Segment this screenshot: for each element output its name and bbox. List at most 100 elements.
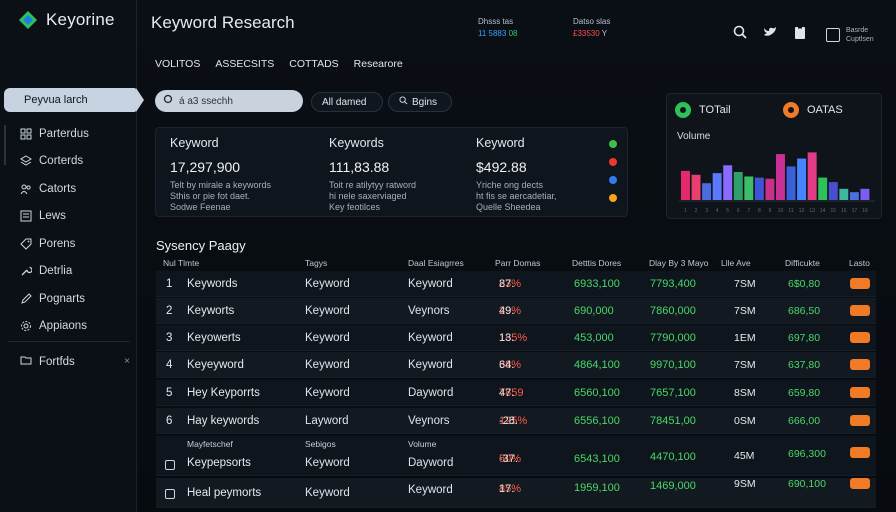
status-badge[interactable] — [850, 359, 870, 370]
chart-bar[interactable] — [818, 177, 828, 200]
metric-cost: Keyword $492.88 Yriche ong dects ht fis … — [476, 136, 557, 213]
metric-keyword: Keyword 17,297,900 Telt by mirale a keyw… — [170, 136, 271, 213]
col-header[interactable]: Lasto — [849, 258, 870, 268]
row-pct-change: 23% — [499, 278, 522, 290]
chart-bar[interactable] — [839, 188, 849, 200]
logo-icon — [18, 10, 38, 30]
col-header[interactable]: Tagys — [305, 258, 328, 268]
chart-bar[interactable] — [723, 165, 733, 200]
chart-bar[interactable] — [797, 158, 807, 200]
row-checkbox[interactable] — [165, 460, 175, 470]
col-header[interactable]: Detttis Dores — [572, 258, 622, 268]
sidebar-item-label: Appiaons — [39, 320, 87, 333]
legend-total-dot — [675, 102, 691, 118]
chart-bar[interactable] — [744, 176, 754, 200]
chart-bar[interactable] — [828, 182, 838, 200]
row-keyword-2: Keyword — [408, 484, 453, 496]
chart-bar[interactable] — [754, 177, 764, 200]
col-header[interactable]: Daal Esiagrres — [408, 258, 464, 268]
clipboard-icon[interactable] — [792, 24, 808, 40]
table-row[interactable]: 1 Keywords Keyword Keyword 87. 23% 6933,… — [156, 271, 876, 297]
chart-bar[interactable] — [807, 152, 817, 200]
filter-all-chip[interactable]: All damed — [311, 92, 383, 112]
col-header[interactable]: Nul Tlmte — [163, 258, 200, 268]
table-row[interactable]: Heal peymorts Keyword Keyword 17. 85% 19… — [156, 478, 876, 508]
chart-tick-label: 5 — [726, 208, 729, 214]
row-pct: -28. — [499, 415, 518, 427]
sidebar-item-label: Porens — [39, 237, 76, 250]
profile-line2: Cuptlsen — [846, 36, 874, 43]
metric-value: $492.88 — [476, 159, 527, 175]
chart-bar[interactable] — [860, 188, 870, 200]
metric-sub: Quelle Sheedea — [476, 202, 541, 212]
legend-oatas[interactable]: OATAS — [783, 102, 843, 118]
col-header[interactable]: Parr Domas — [495, 258, 541, 268]
bird-icon[interactable] — [762, 24, 778, 40]
chart-bar[interactable] — [733, 172, 743, 200]
sidebar-item-appiaons[interactable]: Appiaons — [0, 313, 137, 341]
row-keyword-2: Dayword — [408, 387, 454, 399]
chart-bar[interactable] — [776, 154, 785, 200]
sidebar-item-lews[interactable]: Lews — [0, 203, 137, 231]
sidebar-item-corterds[interactable]: Corterds — [0, 148, 137, 176]
tab-researore[interactable]: Researore — [353, 58, 403, 70]
status-badge[interactable] — [850, 415, 870, 426]
row-difficulty: 686,50 — [788, 305, 821, 317]
table-row[interactable]: 6 Hay keywords Layword Veynors -28. 125%… — [156, 408, 876, 434]
sidebar-item-active[interactable]: Peyvua larch — [4, 88, 144, 112]
row-keyword-2: Keyword — [408, 359, 453, 371]
status-badge[interactable] — [850, 387, 870, 398]
sidebar-footer-label: Fortfds — [39, 355, 75, 368]
col-header[interactable]: Llle Ave — [721, 258, 751, 268]
sidebar-item-fortfds[interactable]: Fortfds × — [20, 354, 130, 369]
row-pct: 13. — [499, 332, 515, 344]
sidebar-item-pognarts[interactable]: Pognarts — [0, 285, 137, 313]
brand[interactable]: Keyorine — [18, 10, 115, 30]
col-header[interactable]: Difficukte — [785, 258, 820, 268]
chart-bar[interactable] — [681, 170, 690, 200]
stat-b-value: £33530 — [573, 29, 600, 38]
row-avg: 7SM — [734, 278, 756, 290]
chart-bar[interactable] — [849, 192, 859, 200]
filter-tags-chip[interactable]: Bgins — [388, 92, 452, 112]
row-checkbox[interactable] — [165, 489, 175, 499]
table-row[interactable]: Mayfetschef Sebigos Volume Keypepsorts K… — [156, 436, 876, 476]
sidebar-item-detrlia[interactable]: Detrlia — [0, 258, 137, 286]
search-icon[interactable] — [732, 24, 748, 40]
status-badge[interactable] — [850, 447, 870, 458]
chart-bar[interactable] — [702, 183, 712, 200]
chart-bar[interactable] — [765, 178, 775, 200]
chart-bar[interactable] — [786, 166, 796, 200]
col-header[interactable]: Dlay By 3 Mayo — [649, 258, 709, 268]
sidebar-item-catorts[interactable]: Catorts — [0, 175, 137, 203]
status-badge[interactable] — [850, 332, 870, 343]
row-daily: 9970,100 — [650, 359, 696, 371]
sidebar-item-parterdus[interactable]: Parterdus — [0, 120, 137, 148]
row-avg: 1EM — [734, 332, 756, 344]
row-daily: 78451,00 — [650, 415, 696, 427]
search-input[interactable] — [179, 95, 311, 107]
table-row[interactable]: 4 Keyeyword Keyword Keyword 64. 38% 4864… — [156, 352, 876, 378]
sidebar-item-porens[interactable]: Porens — [0, 230, 137, 258]
tab-assecsits[interactable]: ASSECSITS — [215, 58, 275, 70]
status-badge[interactable] — [850, 278, 870, 289]
row-difficulty: 690,100 — [788, 478, 826, 490]
close-icon[interactable]: × — [124, 356, 130, 367]
table-row[interactable]: 2 Keyworts Keyword Veynors 49. 29% 690,0… — [156, 298, 876, 324]
row-keyword: Heal peymorts — [187, 487, 262, 499]
tab-cottads[interactable]: COTTADS — [289, 58, 339, 70]
header-profile[interactable]: Basrde Cuptlsen — [826, 26, 874, 44]
table-title: Sysency Paagy — [156, 238, 246, 253]
chart-bar[interactable] — [712, 173, 722, 200]
status-badge[interactable] — [850, 478, 870, 489]
table-row[interactable]: 3 Keyowerts Keyword Keyword 13. 185% 453… — [156, 325, 876, 351]
legend-total[interactable]: TOTail — [675, 102, 731, 118]
legend-oatas-dot — [783, 102, 799, 118]
status-badge[interactable] — [850, 305, 870, 316]
table-row[interactable]: 5 Hey Keyporrts Keyword Dayword 47. 7859… — [156, 380, 876, 406]
wrench-icon — [20, 265, 32, 277]
chart-bar[interactable] — [691, 174, 701, 200]
tab-volitos[interactable]: VOLITOS — [155, 58, 201, 70]
gear-icon — [20, 320, 32, 332]
